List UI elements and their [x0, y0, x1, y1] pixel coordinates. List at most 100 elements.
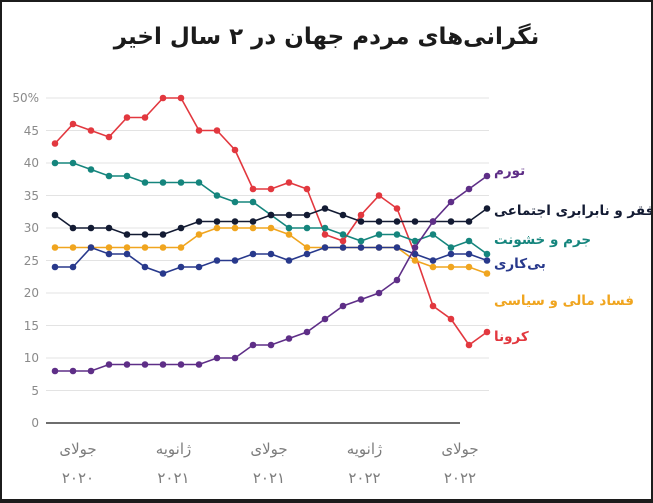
data-point-unemployment — [447, 250, 455, 258]
data-point-unemployment — [249, 250, 257, 258]
data-point-poverty-inequality — [87, 224, 95, 232]
data-point-poverty-inequality — [303, 211, 311, 219]
data-point-inflation — [465, 185, 473, 193]
data-point-unemployment — [303, 250, 311, 258]
data-point-coronavirus — [321, 231, 329, 238]
data-point-inflation — [231, 354, 239, 362]
data-point-unemployment — [393, 244, 401, 251]
data-point-inflation — [483, 172, 491, 180]
data-point-coronavirus — [465, 341, 473, 349]
data-point-corruption — [141, 244, 149, 251]
data-point-coronavirus — [285, 179, 293, 186]
data-point-unemployment — [285, 257, 293, 264]
data-point-unemployment — [105, 250, 113, 258]
data-point-coronavirus — [141, 114, 149, 121]
data-point-corruption — [465, 263, 473, 271]
data-point-coronavirus — [105, 133, 113, 141]
data-point-poverty-inequality — [267, 211, 275, 219]
data-point-unemployment — [123, 250, 131, 258]
data-point-coronavirus — [393, 205, 401, 212]
data-point-crime-violence — [87, 166, 95, 173]
data-point-corruption — [483, 270, 491, 277]
data-point-coronavirus — [357, 211, 365, 219]
data-point-corruption — [429, 263, 437, 271]
data-point-crime-violence — [285, 224, 293, 232]
data-point-unemployment — [69, 263, 77, 271]
data-point-poverty-inequality — [483, 205, 491, 212]
data-point-coronavirus — [195, 127, 203, 134]
data-point-unemployment — [231, 257, 239, 264]
data-point-coronavirus — [303, 185, 311, 193]
data-point-coronavirus — [483, 328, 491, 336]
data-point-poverty-inequality — [177, 224, 185, 232]
data-point-inflation — [357, 296, 365, 303]
data-point-coronavirus — [51, 140, 59, 147]
data-point-corruption — [123, 244, 131, 251]
data-point-inflation — [141, 361, 149, 368]
data-point-poverty-inequality — [141, 231, 149, 238]
data-point-unemployment — [321, 244, 329, 251]
data-point-coronavirus — [177, 94, 185, 102]
data-point-unemployment — [375, 244, 383, 251]
chart-title: نگرانی‌های مردم جهان در ۲ سال اخیر — [113, 24, 540, 50]
data-point-unemployment — [213, 257, 221, 264]
data-point-poverty-inequality — [465, 218, 473, 225]
data-point-coronavirus — [375, 192, 383, 199]
data-point-poverty-inequality — [411, 218, 419, 225]
data-point-crime-violence — [447, 244, 455, 251]
data-point-unemployment — [267, 250, 275, 258]
data-point-coronavirus — [429, 302, 437, 310]
data-point-crime-violence — [249, 198, 257, 206]
data-point-poverty-inequality — [231, 218, 239, 225]
data-point-coronavirus — [69, 120, 77, 128]
data-point-poverty-inequality — [357, 218, 365, 225]
data-point-corruption — [105, 244, 113, 251]
data-point-inflation — [249, 341, 257, 349]
data-point-crime-violence — [357, 237, 365, 245]
data-point-inflation — [213, 354, 221, 362]
data-point-inflation — [303, 328, 311, 336]
data-point-corruption — [213, 224, 221, 232]
data-point-inflation — [105, 361, 113, 368]
data-point-corruption — [159, 244, 167, 251]
data-point-unemployment — [465, 250, 473, 258]
data-point-coronavirus — [123, 114, 131, 121]
data-point-inflation — [195, 361, 203, 368]
data-point-corruption — [285, 231, 293, 238]
data-point-crime-violence — [429, 231, 437, 238]
data-point-inflation — [123, 361, 131, 368]
data-point-poverty-inequality — [375, 218, 383, 225]
data-point-crime-violence — [321, 224, 329, 232]
data-point-corruption — [231, 224, 239, 232]
data-point-unemployment — [159, 270, 167, 277]
data-point-unemployment — [141, 263, 149, 271]
data-point-coronavirus — [339, 237, 347, 245]
data-point-corruption — [303, 244, 311, 251]
data-point-poverty-inequality — [51, 211, 59, 219]
data-point-poverty-inequality — [285, 211, 293, 219]
data-point-corruption — [267, 224, 275, 232]
data-point-inflation — [159, 361, 167, 368]
data-point-inflation — [339, 302, 347, 310]
data-point-crime-violence — [303, 224, 311, 232]
data-point-crime-violence — [411, 237, 419, 245]
data-point-poverty-inequality — [447, 218, 455, 225]
data-point-inflation — [267, 341, 275, 349]
data-point-coronavirus — [267, 185, 275, 193]
data-point-crime-violence — [465, 237, 473, 245]
data-point-poverty-inequality — [69, 224, 77, 232]
data-point-coronavirus — [231, 146, 239, 154]
data-point-poverty-inequality — [195, 218, 203, 225]
data-point-corruption — [69, 244, 77, 251]
data-point-crime-violence — [483, 250, 491, 258]
data-point-inflation — [393, 276, 401, 284]
data-point-inflation — [429, 218, 437, 225]
data-point-inflation — [69, 367, 77, 375]
data-point-coronavirus — [159, 94, 167, 102]
data-point-inflation — [447, 198, 455, 206]
data-point-poverty-inequality — [105, 224, 113, 232]
data-point-crime-violence — [69, 159, 77, 167]
data-point-crime-violence — [177, 179, 185, 186]
data-point-coronavirus — [249, 185, 257, 193]
